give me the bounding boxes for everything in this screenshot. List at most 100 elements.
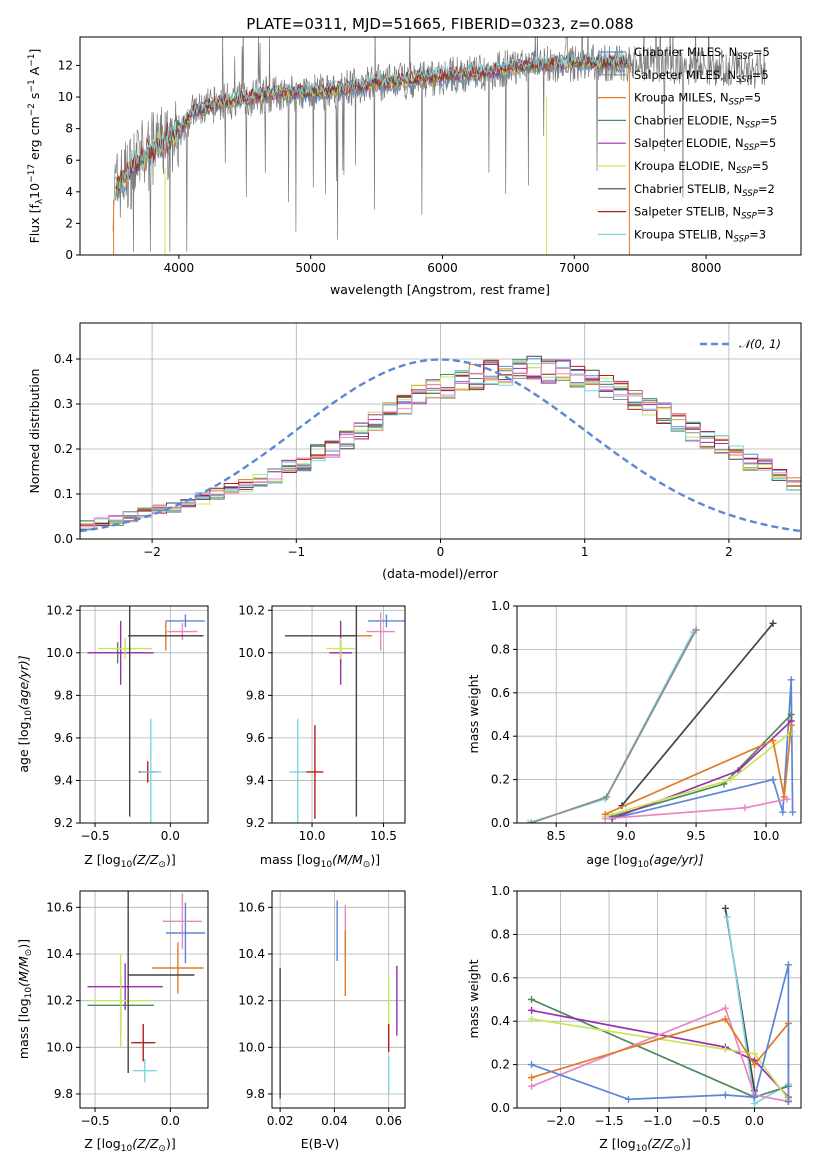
legend-label-main: Chabrier ELODIE, N — [634, 113, 745, 127]
y-tick-label: 9.4 — [246, 773, 265, 787]
x-tick-label: 6000 — [427, 261, 458, 275]
mass-weight-vs-metallicity-panel: −2.0 −1.5 −1.0 −0.5 0.0 0.0 0.2 0.4 0.6 0.8 1.0 — [491, 884, 802, 1128]
mass-vs-ebv-panel: 0.02 0.04 0.06 9.8 10.0 10.2 10.4 10.6 — [238, 890, 406, 1128]
y-tick-label: 9.8 — [246, 1087, 265, 1101]
y-tick-label: 0.1 — [54, 487, 73, 501]
weight-point-marker — [527, 819, 535, 823]
y-tick-label: 10.4 — [46, 947, 73, 961]
legend-label: Kroupa ELODIE, NSSP=5 — [634, 159, 769, 176]
spectrum-xlabel: wavelength [Angstrom, rest frame] — [330, 282, 550, 297]
y-tick-label: 9.2 — [246, 816, 265, 830]
legend-label-main: Chabrier MILES, N — [634, 45, 737, 59]
legend-label-sub: SSP — [741, 212, 757, 222]
weight-point-marker — [721, 1091, 729, 1099]
spectrum-lines — [112, 37, 766, 255]
y-tick-label: 0.4 — [491, 729, 510, 743]
weight-point-marker — [528, 1061, 536, 1069]
x-tick-label: 0 — [437, 545, 445, 559]
legend-label: Kroupa STELIB, NSSP=3 — [634, 227, 766, 244]
weight-point-marker — [787, 711, 795, 718]
legend-label-main: Salpeter MILES, N — [634, 68, 736, 82]
weight-series-line — [604, 725, 793, 816]
weight-series-line — [531, 1007, 789, 1103]
weight-point-marker — [601, 815, 609, 823]
weight-point-marker — [769, 619, 777, 627]
weight-point-marker — [750, 1050, 758, 1058]
weight-point-marker — [784, 1097, 792, 1105]
mass-vs-metallicity-panel: −0.5 0.0 9.8 10.0 10.2 10.4 10.6 — [46, 890, 209, 1128]
normal-curve-line — [80, 358, 801, 533]
y-tick-label: 10.6 — [46, 900, 73, 914]
figure-title: PLATE=0311, MJD=51665, FIBERID=0323, z=0… — [246, 15, 633, 33]
weight-point-marker — [787, 676, 795, 684]
legend-label: Chabrier ELODIE, NSSP=5 — [634, 113, 777, 130]
legend-label-tail: =5 — [752, 68, 769, 82]
x-tick-label: 1 — [581, 545, 589, 559]
legend-label-sub: SSP — [734, 234, 750, 244]
legend-label-main: Chabrier STELIB, N — [634, 182, 742, 196]
y-tick-label: 10 — [58, 90, 73, 104]
y-tick-label: 9.6 — [54, 731, 73, 745]
plot-frame — [79, 890, 209, 1109]
x-tick-label: 0.02 — [267, 1114, 294, 1128]
x-tick-label: −2 — [143, 545, 161, 559]
age-vs-metallicity-panel: −0.5 0.0 9.2 9.4 9.6 9.8 10.0 10.2 — [46, 603, 209, 843]
plot-frame — [79, 322, 802, 540]
x-tick-label: 4000 — [164, 261, 195, 275]
spectrum-ylabel: Flux [fλ10−17 erg cm−2 s−1 A−1] — [27, 49, 45, 244]
y-tick-label: 9.6 — [246, 731, 265, 745]
weight-point-marker — [750, 1061, 758, 1069]
x-tick-label: 5000 — [295, 261, 326, 275]
legend-label: Salpeter MILES, NSSP=5 — [634, 68, 769, 85]
y-tick-label: 0.0 — [491, 1101, 510, 1115]
weight-series-line — [611, 713, 792, 818]
mwage-ylabel: mass weight — [466, 674, 481, 753]
weight-point-marker — [528, 996, 536, 1003]
legend-label-sub: SSP — [736, 75, 752, 85]
legend-label: Kroupa MILES, NSSP=5 — [634, 91, 761, 108]
weight-point-marker — [721, 1004, 729, 1012]
x-tick-label: −0.5 — [691, 1114, 720, 1128]
y-tick-label: 9.2 — [54, 816, 73, 830]
y-tick-label: 8 — [65, 122, 73, 136]
y-tick-label: 6 — [65, 153, 73, 167]
plot-frame — [271, 605, 406, 824]
legend-label-main: Kroupa MILES, N — [634, 91, 729, 105]
weight-series-line — [621, 622, 774, 807]
y-tick-label: 0.3 — [54, 397, 73, 411]
histogram-xlabel: (data-model)/error — [382, 566, 499, 581]
y-tick-label: 0.6 — [491, 971, 510, 985]
y-tick-label: 10.0 — [238, 1040, 265, 1054]
weight-point-marker — [779, 808, 787, 816]
x-tick-label: 0.0 — [161, 829, 180, 843]
weight-series-line — [726, 916, 789, 1106]
weight-point-marker — [524, 819, 532, 823]
legend-label-tail: =3 — [757, 205, 774, 219]
y-tick-label: 10.2 — [46, 603, 73, 617]
age-z-ylabel: age [log10(age/yr)] — [16, 655, 34, 772]
x-tick-label: 2 — [725, 545, 733, 559]
x-tick-label: −0.5 — [80, 1114, 109, 1128]
y-tick-label: 10.0 — [46, 1040, 73, 1054]
x-tick-label: 10.0 — [753, 829, 780, 843]
weight-point-marker — [528, 1074, 536, 1082]
y-tick-label: 1.0 — [491, 884, 510, 898]
y-tick-label: 0.0 — [54, 532, 73, 546]
y-tick-label: 10.2 — [238, 994, 265, 1008]
y-tick-label: 10.6 — [238, 900, 265, 914]
weight-point-marker — [769, 737, 777, 745]
weight-point-marker — [783, 795, 791, 803]
weight-point-marker — [624, 1095, 632, 1103]
weight-point-marker — [603, 793, 611, 801]
x-tick-label: 0.04 — [321, 1114, 348, 1128]
mass-z-xlabel: Z [log10(Z/Z⊙)] — [84, 1136, 175, 1154]
y-tick-label: 12 — [58, 58, 73, 72]
histogram-step-line — [80, 360, 801, 531]
plot-frame — [271, 890, 406, 1109]
mwz-xlabel: Z [log10(Z/Z⊙)] — [599, 1136, 690, 1154]
x-tick-label: −1.5 — [595, 1114, 624, 1128]
y-tick-label: 0.4 — [54, 352, 73, 366]
y-tick-label: 10.0 — [46, 646, 73, 660]
residual-histogram-panel: −2 −1 0 1 2 0.0 0.1 0.2 0.3 0.4 𝒩(0, 1) — [54, 322, 802, 559]
